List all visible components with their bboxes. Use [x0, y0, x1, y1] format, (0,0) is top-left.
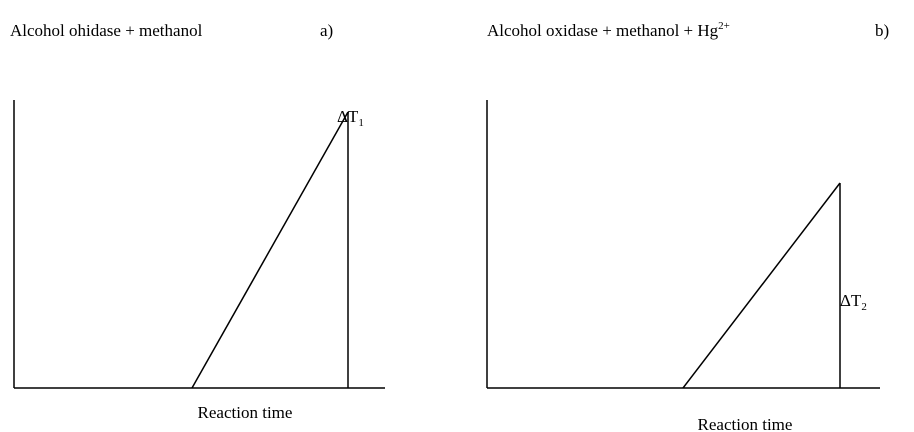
panel-title: Alcohol ohidase + methanol	[10, 21, 203, 40]
panel-label: b)	[875, 21, 889, 40]
panel-title: Alcohol oxidase + methanol + Hg2+	[487, 20, 730, 40]
panel-b: Alcohol oxidase + methanol + Hg2+ b) ΔT2…	[486, 20, 889, 432]
title-superscript: 2+	[718, 20, 730, 32]
x-axis-label: Reaction time	[198, 403, 293, 422]
delta-label: ΔT2	[840, 291, 867, 313]
title-text: Alcohol oxidase + methanol + Hg	[487, 21, 719, 40]
panel-a: Alcohol ohidase + methanol a) ΔT1 Reacti…	[10, 21, 385, 422]
reaction-line	[191, 111, 349, 389]
panel-label: a)	[320, 21, 333, 40]
reaction-line	[682, 182, 841, 389]
delta-subscript: 2	[861, 301, 867, 313]
delta-subscript: 1	[358, 117, 364, 129]
delta-symbol: ΔT	[840, 291, 862, 310]
delta-symbol: ΔT	[337, 107, 359, 126]
delta-label: ΔT1	[337, 107, 364, 129]
x-axis-label: Reaction time	[698, 415, 793, 432]
